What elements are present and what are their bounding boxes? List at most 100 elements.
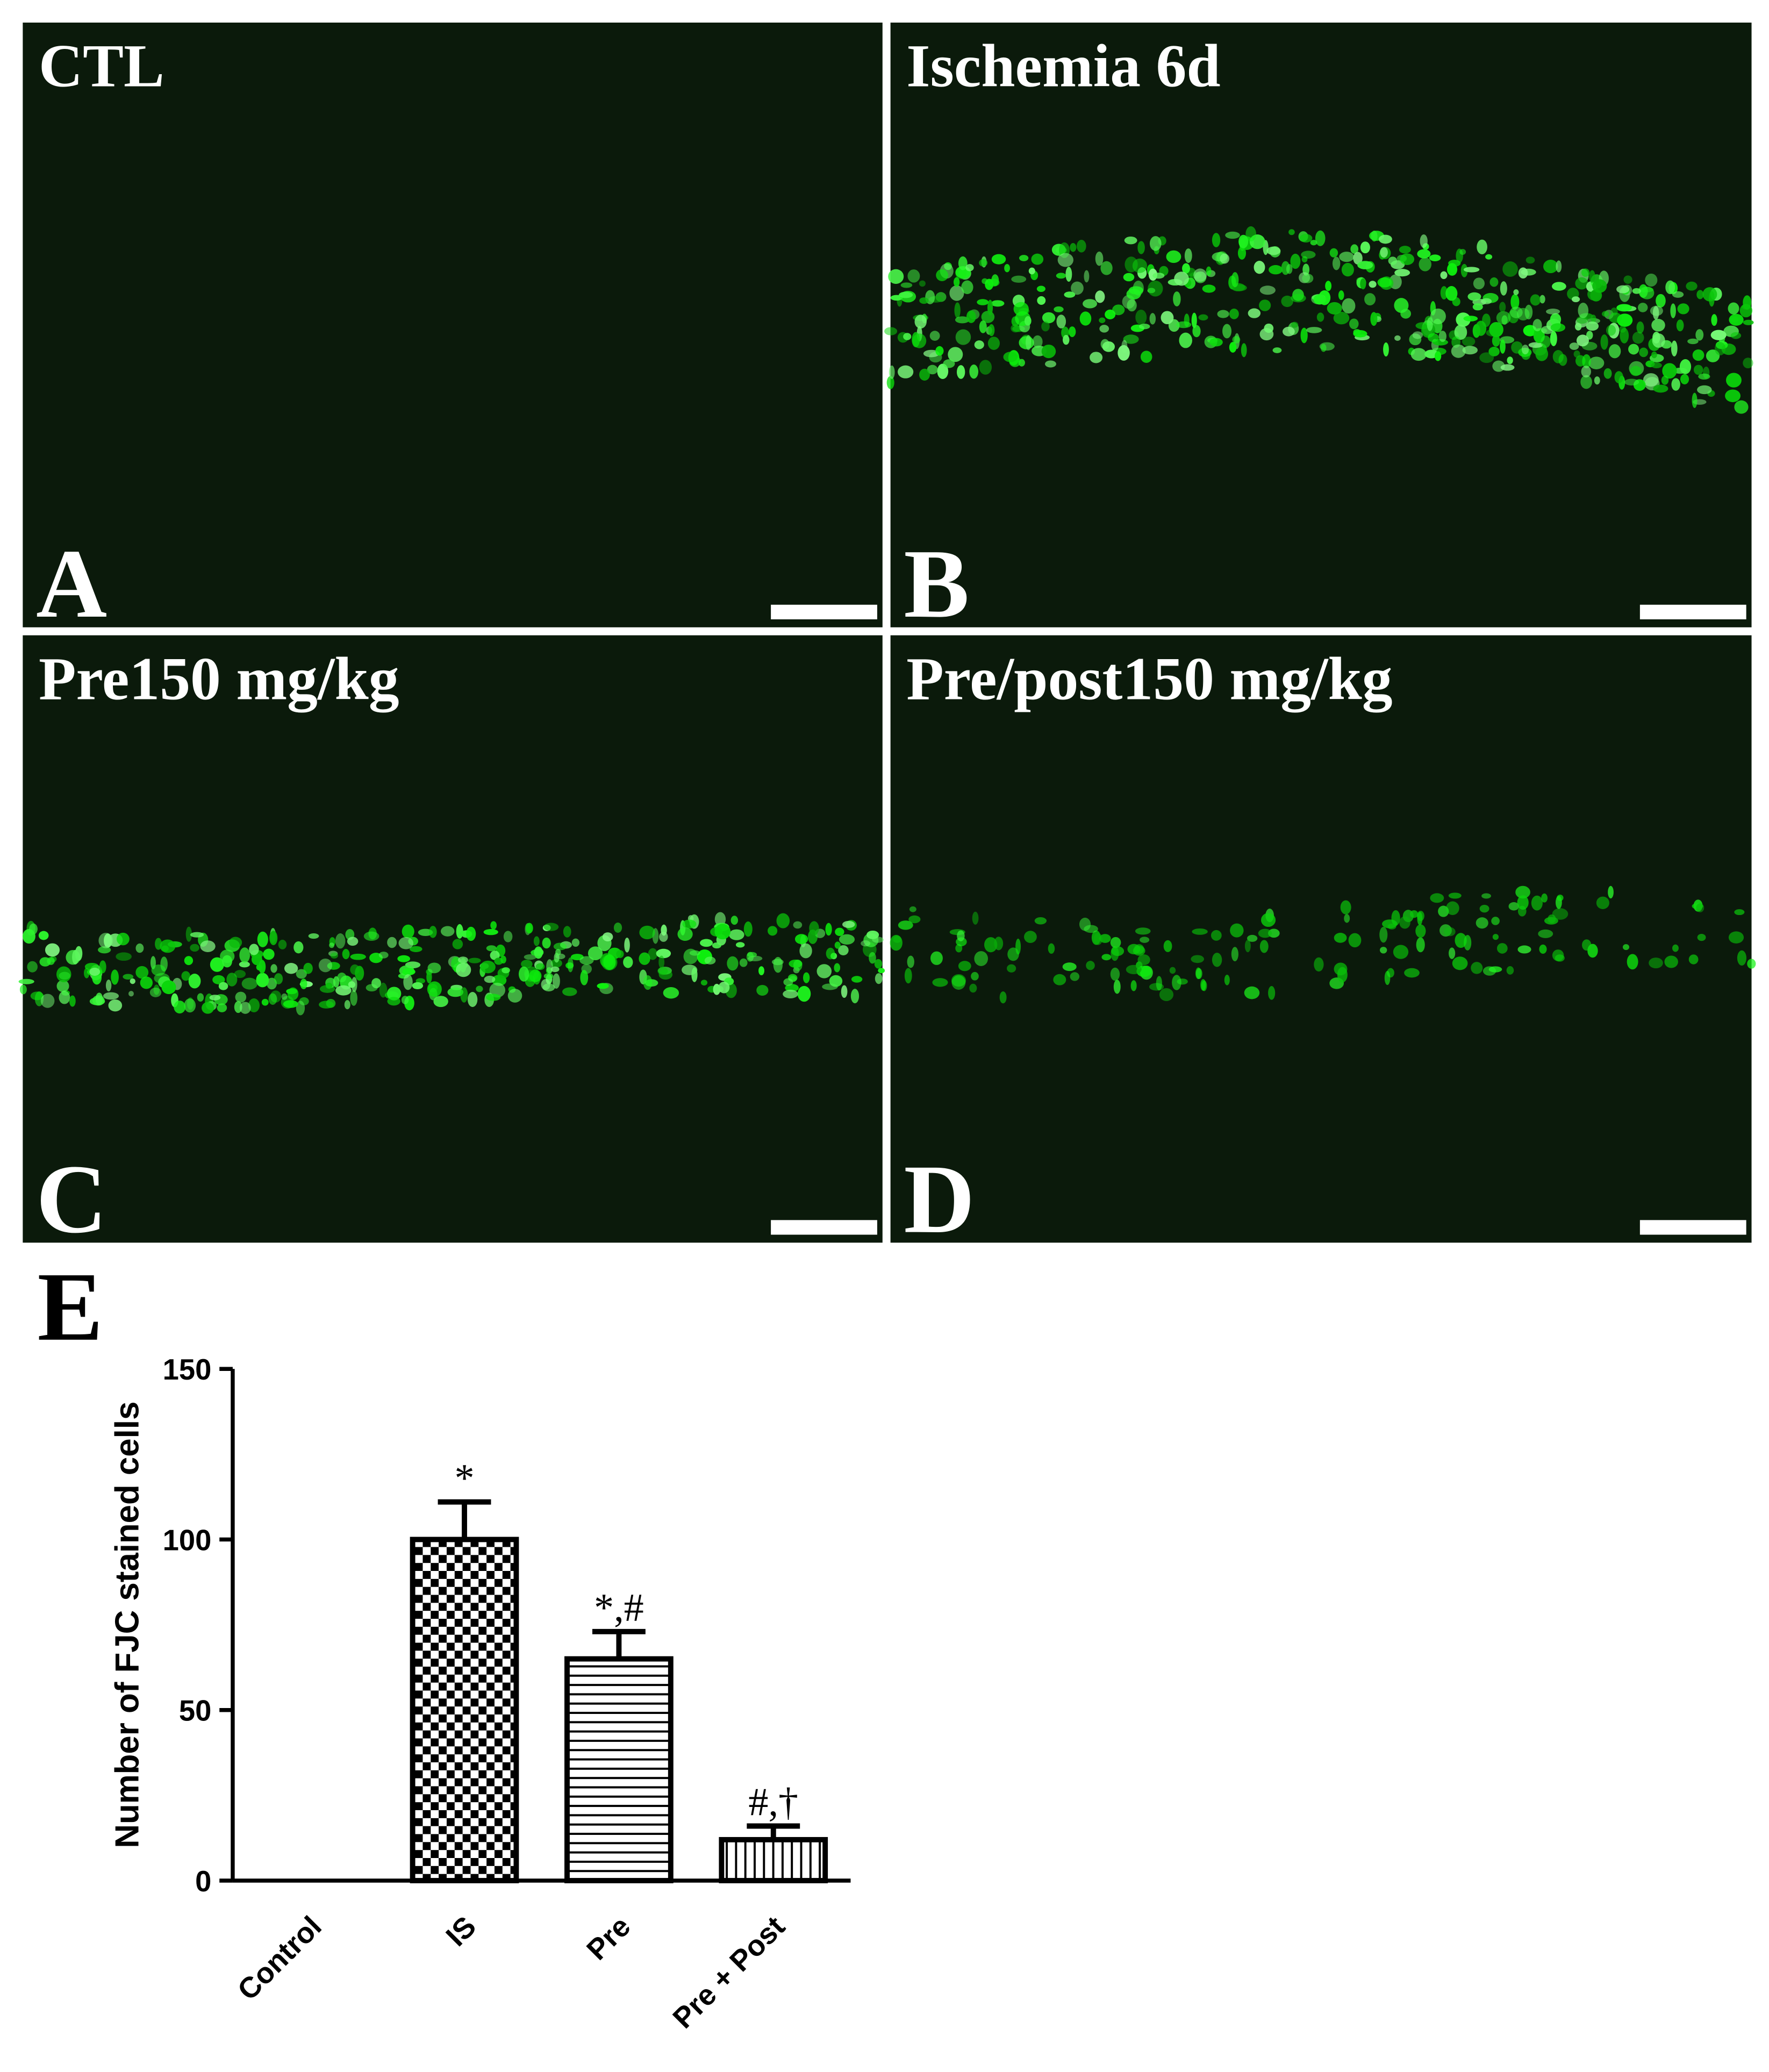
cell-spot [1488,966,1502,973]
cell-spot [1513,289,1519,295]
cell-spot [403,974,413,990]
cell-spot [1448,892,1462,899]
cell-spot [739,958,748,967]
cell-spot [1619,325,1627,333]
cell-spot [355,966,364,981]
cell-spot [209,995,221,1001]
cell-spot [1353,252,1363,265]
cell-spot [1053,974,1066,985]
y-tick-label: 100 [163,1524,212,1556]
cell-spot [1353,330,1367,338]
cell-spot [971,971,979,981]
cell-spot [747,952,757,958]
cell-spot [140,976,153,989]
cell-spot [1623,275,1632,284]
cell-spot [401,996,409,1004]
cell-spot [756,984,769,996]
cell-spot [105,980,112,992]
cell-spot [402,968,416,976]
cell-spot [624,938,630,953]
cell-spot [1341,262,1354,277]
cell-spot [727,956,739,971]
cell-spot [729,929,744,940]
cell-spot [866,930,879,939]
cell-spot [783,978,793,986]
cell-spot [1339,252,1355,262]
cell-spot [1538,929,1553,938]
cell-spot [59,991,70,1004]
cell-spot [929,331,940,341]
cell-spot [1696,290,1704,299]
cell-spot [485,994,501,1001]
cell-spot [293,941,304,954]
cell-spot [1459,249,1466,255]
cell-spot [1224,975,1230,985]
cell-spot [1446,901,1459,915]
cell-spot [268,993,277,1005]
cell-spot [1479,904,1489,913]
cell-spot [1124,236,1137,245]
cell-spot [1473,277,1485,290]
cell-spot [890,934,903,951]
cell-spot [241,977,257,990]
cell-spot [1301,251,1316,259]
cell-spot [38,931,49,940]
cell-spot [1102,341,1115,352]
cell-spot [1232,335,1241,344]
cell-spot [1062,962,1077,971]
cell-spot [1697,385,1712,395]
cell-spot [955,329,971,345]
cell-spot [210,957,224,972]
cell-spot [588,946,603,961]
cell-spot [1539,295,1545,304]
cell-spot [987,299,993,316]
cell-spot [1291,294,1306,303]
cell-spot [1637,303,1648,312]
cell-spot [1430,893,1444,903]
cell-spot [1586,321,1599,331]
cell-spot [447,987,464,997]
cell-spot [269,931,278,946]
cell-spot [1393,945,1409,959]
cell-spot [773,956,783,973]
cell-spot [344,1000,350,1010]
cell-spot [1517,895,1529,910]
cell-spot [1530,294,1541,306]
cell-spot [257,931,268,947]
cell-spot [1578,303,1589,318]
cell-spot [190,932,204,938]
cell-spot [1489,321,1503,338]
bar [719,1837,828,1883]
cell-spot [850,989,860,1004]
cell-spot [1054,306,1064,312]
cell-spot [1671,340,1678,356]
cell-spot [347,937,359,946]
cell-spot [1688,954,1699,964]
micrograph: Pre/post150 mg/kg D [890,635,1756,1254]
cell-spot [943,359,955,368]
cell-spot [1651,319,1665,332]
cell-spot [1173,291,1181,306]
cell-spot [337,973,347,983]
cell-spot [1079,917,1091,931]
cell-spot [188,974,201,989]
cell-spot [1138,324,1150,330]
cell-spot [1206,266,1212,276]
cell-spot [991,300,1005,307]
cell-spot [919,297,929,304]
cell-spot [869,952,876,964]
cell-spot [1172,975,1181,990]
cell-spot [229,937,242,948]
cell-spot [1616,285,1630,294]
cell-spot [342,949,350,960]
cell-spot [1283,326,1295,337]
significance-label: #,† [748,1781,798,1825]
cell-spot [1446,263,1458,276]
cell-spot [325,982,333,989]
cell-spot [1670,303,1676,318]
cell-spot [329,942,335,948]
cell-spot [1135,927,1151,935]
cell-spot [1231,947,1238,962]
cell-spot [1438,331,1446,342]
cell-spot [18,978,34,984]
